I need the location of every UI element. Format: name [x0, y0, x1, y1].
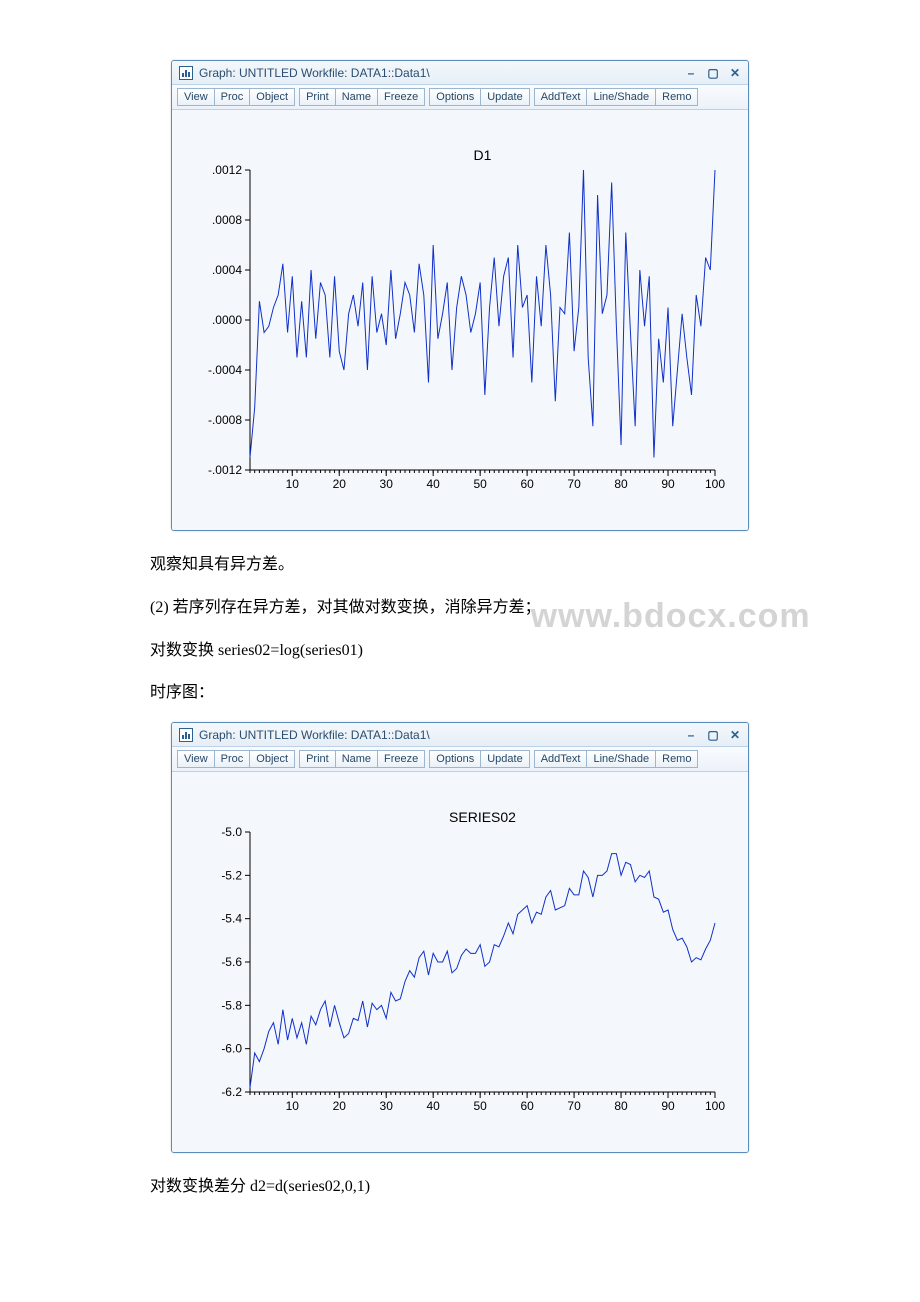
window-title: Graph: UNTITLED Workfile: DATA1::Data1\	[199, 66, 684, 80]
svg-text:50: 50	[473, 1099, 487, 1113]
svg-text:60: 60	[520, 477, 534, 491]
toolbar-button-object[interactable]: Object	[249, 88, 295, 106]
titlebar[interactable]: Graph: UNTITLED Workfile: DATA1::Data1\ …	[172, 61, 748, 85]
chart-d1: D1 -.0012 -.0008 -.0004 .0000 .0004 .0008 .0012…	[190, 140, 730, 500]
graph-icon	[178, 727, 194, 743]
svg-text:30: 30	[380, 1099, 394, 1113]
chart-series02: SERIES02 -6.2 -6.0 -5.8 -5.6 -5.4 -5.2 -5.0 10 20…	[190, 802, 730, 1122]
text-observation: 观察知具有异方差。	[150, 551, 770, 580]
svg-text:-5.6: -5.6	[221, 955, 242, 969]
toolbar-button-print[interactable]: Print	[299, 88, 335, 106]
graph-window-d1: Graph: UNTITLED Workfile: DATA1::Data1\ …	[171, 60, 749, 531]
graph-window-series02: Graph: UNTITLED Workfile: DATA1::Data1\ …	[171, 722, 749, 1153]
svg-text:70: 70	[567, 1099, 581, 1113]
svg-text:90: 90	[661, 1099, 675, 1113]
svg-text:40: 40	[427, 1099, 441, 1113]
toolbar-button-view[interactable]: View	[177, 88, 214, 106]
toolbar-button-freeze[interactable]: Freeze	[377, 750, 425, 768]
maximize-button[interactable]: ▢	[706, 66, 720, 80]
svg-text:30: 30	[380, 477, 394, 491]
toolbar: ViewProcObjectPrintNameFreezeOptionsUpda…	[172, 747, 748, 772]
toolbar-button-update[interactable]: Update	[480, 88, 529, 106]
toolbar-button-remo[interactable]: Remo	[655, 750, 698, 768]
svg-text:D1: D1	[474, 147, 492, 163]
svg-text:.0000: .0000	[212, 313, 242, 327]
toolbar-button-update[interactable]: Update	[480, 750, 529, 768]
text-logtransform: 对数变换 series02=log(series01)	[150, 637, 770, 666]
svg-text:-5.8: -5.8	[221, 999, 242, 1013]
svg-text:80: 80	[614, 1099, 628, 1113]
svg-text:80: 80	[614, 477, 628, 491]
toolbar-group: PrintNameFreeze	[299, 88, 425, 106]
svg-text:20: 20	[333, 1099, 347, 1113]
titlebar[interactable]: Graph: UNTITLED Workfile: DATA1::Data1\ …	[172, 723, 748, 747]
svg-text:-.0008: -.0008	[208, 413, 242, 427]
toolbar: ViewProcObjectPrintNameFreezeOptionsUpda…	[172, 85, 748, 110]
minimize-button[interactable]: –	[684, 728, 698, 742]
svg-text:100: 100	[705, 477, 725, 491]
toolbar-button-options[interactable]: Options	[429, 88, 480, 106]
svg-text:20: 20	[333, 477, 347, 491]
toolbar-button-freeze[interactable]: Freeze	[377, 88, 425, 106]
svg-text:.0004: .0004	[212, 263, 242, 277]
close-button[interactable]: ✕	[728, 66, 742, 80]
svg-text:.0008: .0008	[212, 213, 242, 227]
toolbar-button-remo[interactable]: Remo	[655, 88, 698, 106]
svg-text:-.0004: -.0004	[208, 363, 242, 377]
svg-text:-5.4: -5.4	[221, 912, 242, 926]
graph-icon	[178, 65, 194, 81]
window-controls: – ▢ ✕	[684, 66, 742, 80]
toolbar-group: ViewProcObject	[177, 88, 295, 106]
toolbar-button-name[interactable]: Name	[335, 88, 377, 106]
toolbar-button-proc[interactable]: Proc	[214, 750, 250, 768]
svg-text:10: 10	[286, 1099, 300, 1113]
text-q2: (2) 若序列存在异方差，对其做对数变换，消除异方差； www.bdocx.co…	[150, 594, 770, 623]
text-q2-content: (2) 若序列存在异方差，对其做对数变换，消除异方差；	[150, 599, 541, 616]
svg-text:-.0012: -.0012	[208, 463, 242, 477]
svg-text:70: 70	[567, 477, 581, 491]
toolbar-button-view[interactable]: View	[177, 750, 214, 768]
window-controls: – ▢ ✕	[684, 728, 742, 742]
svg-text:-5.2: -5.2	[221, 869, 242, 883]
minimize-button[interactable]: –	[684, 66, 698, 80]
svg-text:-6.0: -6.0	[221, 1042, 242, 1056]
svg-text:90: 90	[661, 477, 675, 491]
svg-text:60: 60	[520, 1099, 534, 1113]
close-button[interactable]: ✕	[728, 728, 742, 742]
svg-text:100: 100	[705, 1099, 725, 1113]
document-page: Graph: UNTITLED Workfile: DATA1::Data1\ …	[0, 60, 920, 1202]
toolbar-button-object[interactable]: Object	[249, 750, 295, 768]
toolbar-group: AddTextLine/ShadeRemo	[534, 750, 699, 768]
toolbar-button-addtext[interactable]: AddText	[534, 88, 587, 106]
toolbar-button-line-shade[interactable]: Line/Shade	[586, 88, 655, 106]
svg-text:10: 10	[286, 477, 300, 491]
text-tsplot-label: 时序图：	[150, 679, 770, 708]
chart-area-series02: SERIES02 -6.2 -6.0 -5.8 -5.6 -5.4 -5.2 -5.0 10 20…	[172, 772, 748, 1152]
svg-text:40: 40	[427, 477, 441, 491]
window-title: Graph: UNTITLED Workfile: DATA1::Data1\	[199, 728, 684, 742]
maximize-button[interactable]: ▢	[706, 728, 720, 742]
svg-text:SERIES02: SERIES02	[449, 809, 516, 825]
toolbar-group: OptionsUpdate	[429, 88, 529, 106]
toolbar-button-print[interactable]: Print	[299, 750, 335, 768]
toolbar-group: AddTextLine/ShadeRemo	[534, 88, 699, 106]
toolbar-group: OptionsUpdate	[429, 750, 529, 768]
toolbar-button-line-shade[interactable]: Line/Shade	[586, 750, 655, 768]
toolbar-group: ViewProcObject	[177, 750, 295, 768]
toolbar-group: PrintNameFreeze	[299, 750, 425, 768]
toolbar-button-addtext[interactable]: AddText	[534, 750, 587, 768]
toolbar-button-options[interactable]: Options	[429, 750, 480, 768]
svg-text:50: 50	[473, 477, 487, 491]
toolbar-button-name[interactable]: Name	[335, 750, 377, 768]
text-diff: 对数变换差分 d2=d(series02,0,1)	[150, 1173, 770, 1202]
chart-area-d1: D1 -.0012 -.0008 -.0004 .0000 .0004 .0008 .0012…	[172, 110, 748, 530]
svg-text:.0012: .0012	[212, 163, 242, 177]
toolbar-button-proc[interactable]: Proc	[214, 88, 250, 106]
svg-text:-5.0: -5.0	[221, 825, 242, 839]
svg-text:-6.2: -6.2	[221, 1085, 242, 1099]
